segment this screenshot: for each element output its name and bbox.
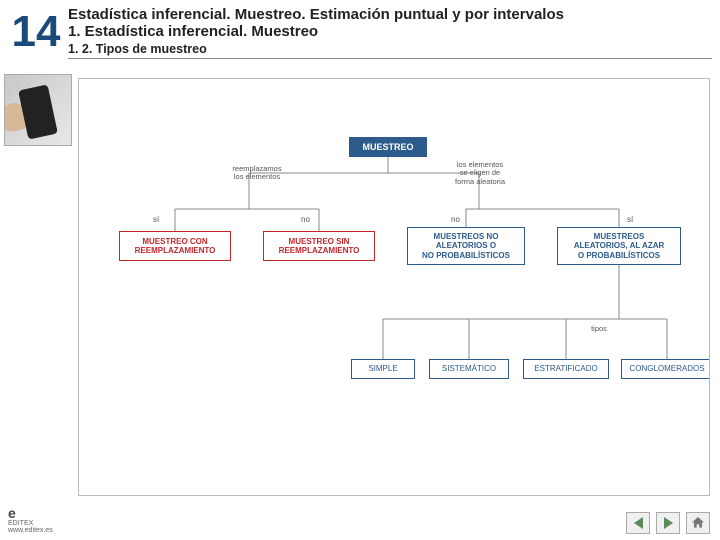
diagram-node: MUESTREOS ALEATORIOS, AL AZAR O PROBABIL… xyxy=(557,227,681,265)
slide-footer: EDITEX www.editex.es xyxy=(0,500,720,540)
branch-label: no xyxy=(301,215,310,224)
publisher-logo: EDITEX www.editex.es xyxy=(8,508,53,534)
diagram-node: SIMPLE xyxy=(351,359,415,379)
triangle-right-icon xyxy=(664,517,673,529)
logo-site: www.editex.es xyxy=(8,527,53,534)
triangle-left-icon xyxy=(634,517,643,529)
diagram-annotation: tipos xyxy=(579,325,619,333)
logo-mark-icon xyxy=(8,508,53,520)
diagram-node: SISTEMÁTICO xyxy=(429,359,509,379)
diagram-annotation: los elementos se eligen de forma aleator… xyxy=(435,161,525,186)
diagram-node: ESTRATIFICADO xyxy=(523,359,609,379)
title-sub: 1. Estadística inferencial. Muestreo xyxy=(68,23,712,40)
branch-label: no xyxy=(451,215,460,224)
sidebar-thumbnail xyxy=(4,74,72,146)
chapter-number: 14 xyxy=(4,6,68,54)
diagram-node: CONGLOMERADOS xyxy=(621,359,710,379)
diagram-node: MUESTREO xyxy=(349,137,427,157)
title-section: 1. 2. Tipos de muestreo xyxy=(68,42,712,59)
diagram-annotation: reemplazamos los elementos xyxy=(217,165,297,182)
nav-controls xyxy=(626,512,710,534)
diagram-node: MUESTREOS NO ALEATORIOS O NO PROBABILÍST… xyxy=(407,227,525,265)
slide-header: 14 Estadística inferencial. Muestreo. Es… xyxy=(0,0,720,59)
prev-button[interactable] xyxy=(626,512,650,534)
diagram-node: MUESTREO SIN REEMPLAZAMIENTO xyxy=(263,231,375,261)
sampling-diagram: MUESTREO MUESTREO CON REEMPLAZAMIENTO MUES… xyxy=(78,78,710,496)
title-block: Estadística inferencial. Muestreo. Estim… xyxy=(68,6,712,59)
next-button[interactable] xyxy=(656,512,680,534)
branch-label: sí xyxy=(153,215,159,224)
branch-label: sí xyxy=(627,215,633,224)
diagram-node: MUESTREO CON REEMPLAZAMIENTO xyxy=(119,231,231,261)
title-main: Estadística inferencial. Muestreo. Estim… xyxy=(68,6,712,23)
logo-brand: EDITEX xyxy=(8,520,33,527)
home-button[interactable] xyxy=(686,512,710,534)
home-icon xyxy=(690,515,706,531)
